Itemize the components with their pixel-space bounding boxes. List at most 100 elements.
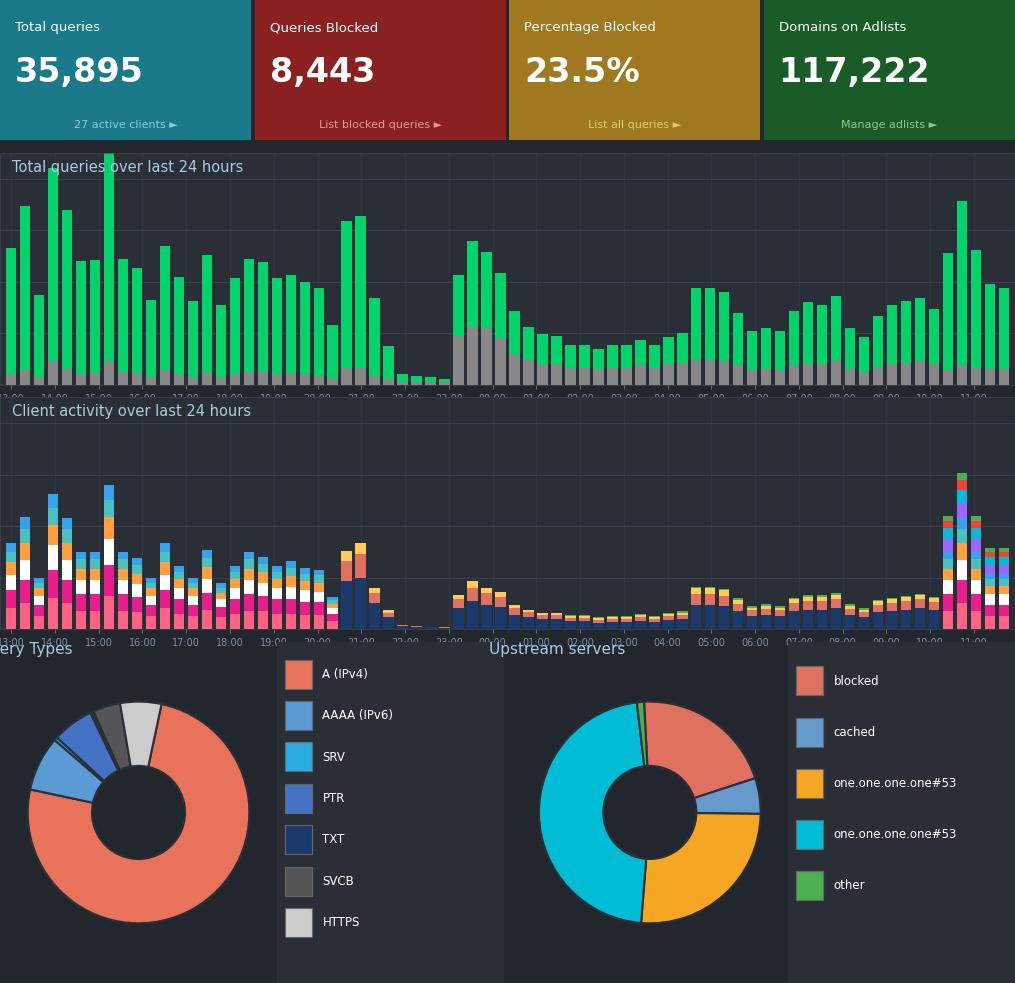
Bar xyxy=(62,543,72,559)
Bar xyxy=(929,364,939,384)
Bar xyxy=(299,574,310,581)
Bar xyxy=(118,594,128,611)
Bar xyxy=(20,604,30,629)
Bar xyxy=(970,368,982,384)
Text: Queries Blocked: Queries Blocked xyxy=(270,21,378,34)
Bar xyxy=(943,521,953,529)
Bar xyxy=(174,579,184,588)
Bar xyxy=(328,378,338,384)
Bar xyxy=(999,594,1009,605)
Bar xyxy=(285,587,296,600)
Bar xyxy=(663,614,674,616)
Bar xyxy=(733,600,743,604)
Bar xyxy=(943,611,953,629)
Bar xyxy=(272,600,282,613)
Bar xyxy=(635,620,646,629)
Bar xyxy=(705,587,716,588)
Bar xyxy=(621,621,631,629)
Bar xyxy=(272,579,282,588)
Bar xyxy=(467,581,478,588)
Bar xyxy=(369,593,380,604)
Wedge shape xyxy=(641,813,760,923)
Bar xyxy=(915,594,926,595)
Bar xyxy=(774,616,786,629)
Bar xyxy=(873,602,883,605)
Bar xyxy=(774,371,786,384)
Bar xyxy=(887,603,897,611)
Bar xyxy=(873,367,883,384)
Bar xyxy=(33,616,45,629)
Bar xyxy=(439,378,450,382)
Bar xyxy=(481,252,492,328)
Bar xyxy=(747,616,757,629)
Bar xyxy=(244,259,254,372)
Bar xyxy=(565,345,576,368)
Bar xyxy=(369,588,380,593)
Bar xyxy=(355,543,366,554)
Bar xyxy=(33,295,45,376)
Bar xyxy=(831,593,841,595)
Bar xyxy=(369,604,380,629)
Bar xyxy=(985,284,995,369)
Bar xyxy=(551,612,561,614)
Bar xyxy=(943,254,953,371)
Bar xyxy=(999,579,1009,586)
Bar xyxy=(677,612,687,614)
Bar xyxy=(943,580,953,594)
Bar xyxy=(943,529,953,539)
Bar xyxy=(369,376,380,384)
Bar xyxy=(272,588,282,600)
Bar xyxy=(33,376,45,384)
Bar xyxy=(649,618,660,621)
Bar xyxy=(258,557,268,564)
Bar xyxy=(104,499,115,517)
Bar xyxy=(76,261,86,375)
Bar xyxy=(384,610,394,612)
Bar xyxy=(970,568,982,580)
Bar xyxy=(244,559,254,568)
Bar xyxy=(202,550,212,558)
Bar xyxy=(943,371,953,384)
Bar xyxy=(132,373,142,384)
Bar xyxy=(887,599,897,603)
Bar xyxy=(159,591,171,608)
Bar xyxy=(817,596,827,597)
Bar xyxy=(202,558,212,567)
FancyBboxPatch shape xyxy=(285,660,313,689)
Bar xyxy=(789,611,800,629)
Bar xyxy=(580,618,590,621)
Bar xyxy=(481,328,492,384)
Bar xyxy=(985,549,995,552)
Bar xyxy=(803,302,813,364)
Bar xyxy=(803,609,813,629)
Bar xyxy=(285,275,296,373)
Text: List blocked queries ►: List blocked queries ► xyxy=(319,120,442,131)
Text: List all queries ►: List all queries ► xyxy=(588,120,681,131)
Bar xyxy=(970,529,982,539)
Text: Domains on Adlists: Domains on Adlists xyxy=(779,21,906,34)
Bar xyxy=(649,617,660,618)
Wedge shape xyxy=(636,702,648,766)
Bar xyxy=(900,596,911,597)
Bar xyxy=(873,601,883,602)
Bar xyxy=(956,530,967,543)
FancyBboxPatch shape xyxy=(796,820,823,849)
Bar xyxy=(104,362,115,384)
Bar xyxy=(999,549,1009,552)
Bar xyxy=(510,606,520,608)
Bar xyxy=(970,611,982,629)
Bar xyxy=(229,613,241,629)
Bar xyxy=(495,272,505,338)
Bar xyxy=(384,612,394,617)
FancyBboxPatch shape xyxy=(285,783,313,813)
Bar xyxy=(985,369,995,384)
Bar xyxy=(970,515,982,521)
Bar xyxy=(398,382,408,384)
Bar xyxy=(915,595,926,600)
Bar xyxy=(985,557,995,564)
Bar xyxy=(258,572,268,583)
Bar xyxy=(299,581,310,591)
Bar xyxy=(956,366,967,384)
Bar xyxy=(817,305,827,364)
Bar xyxy=(454,335,464,384)
